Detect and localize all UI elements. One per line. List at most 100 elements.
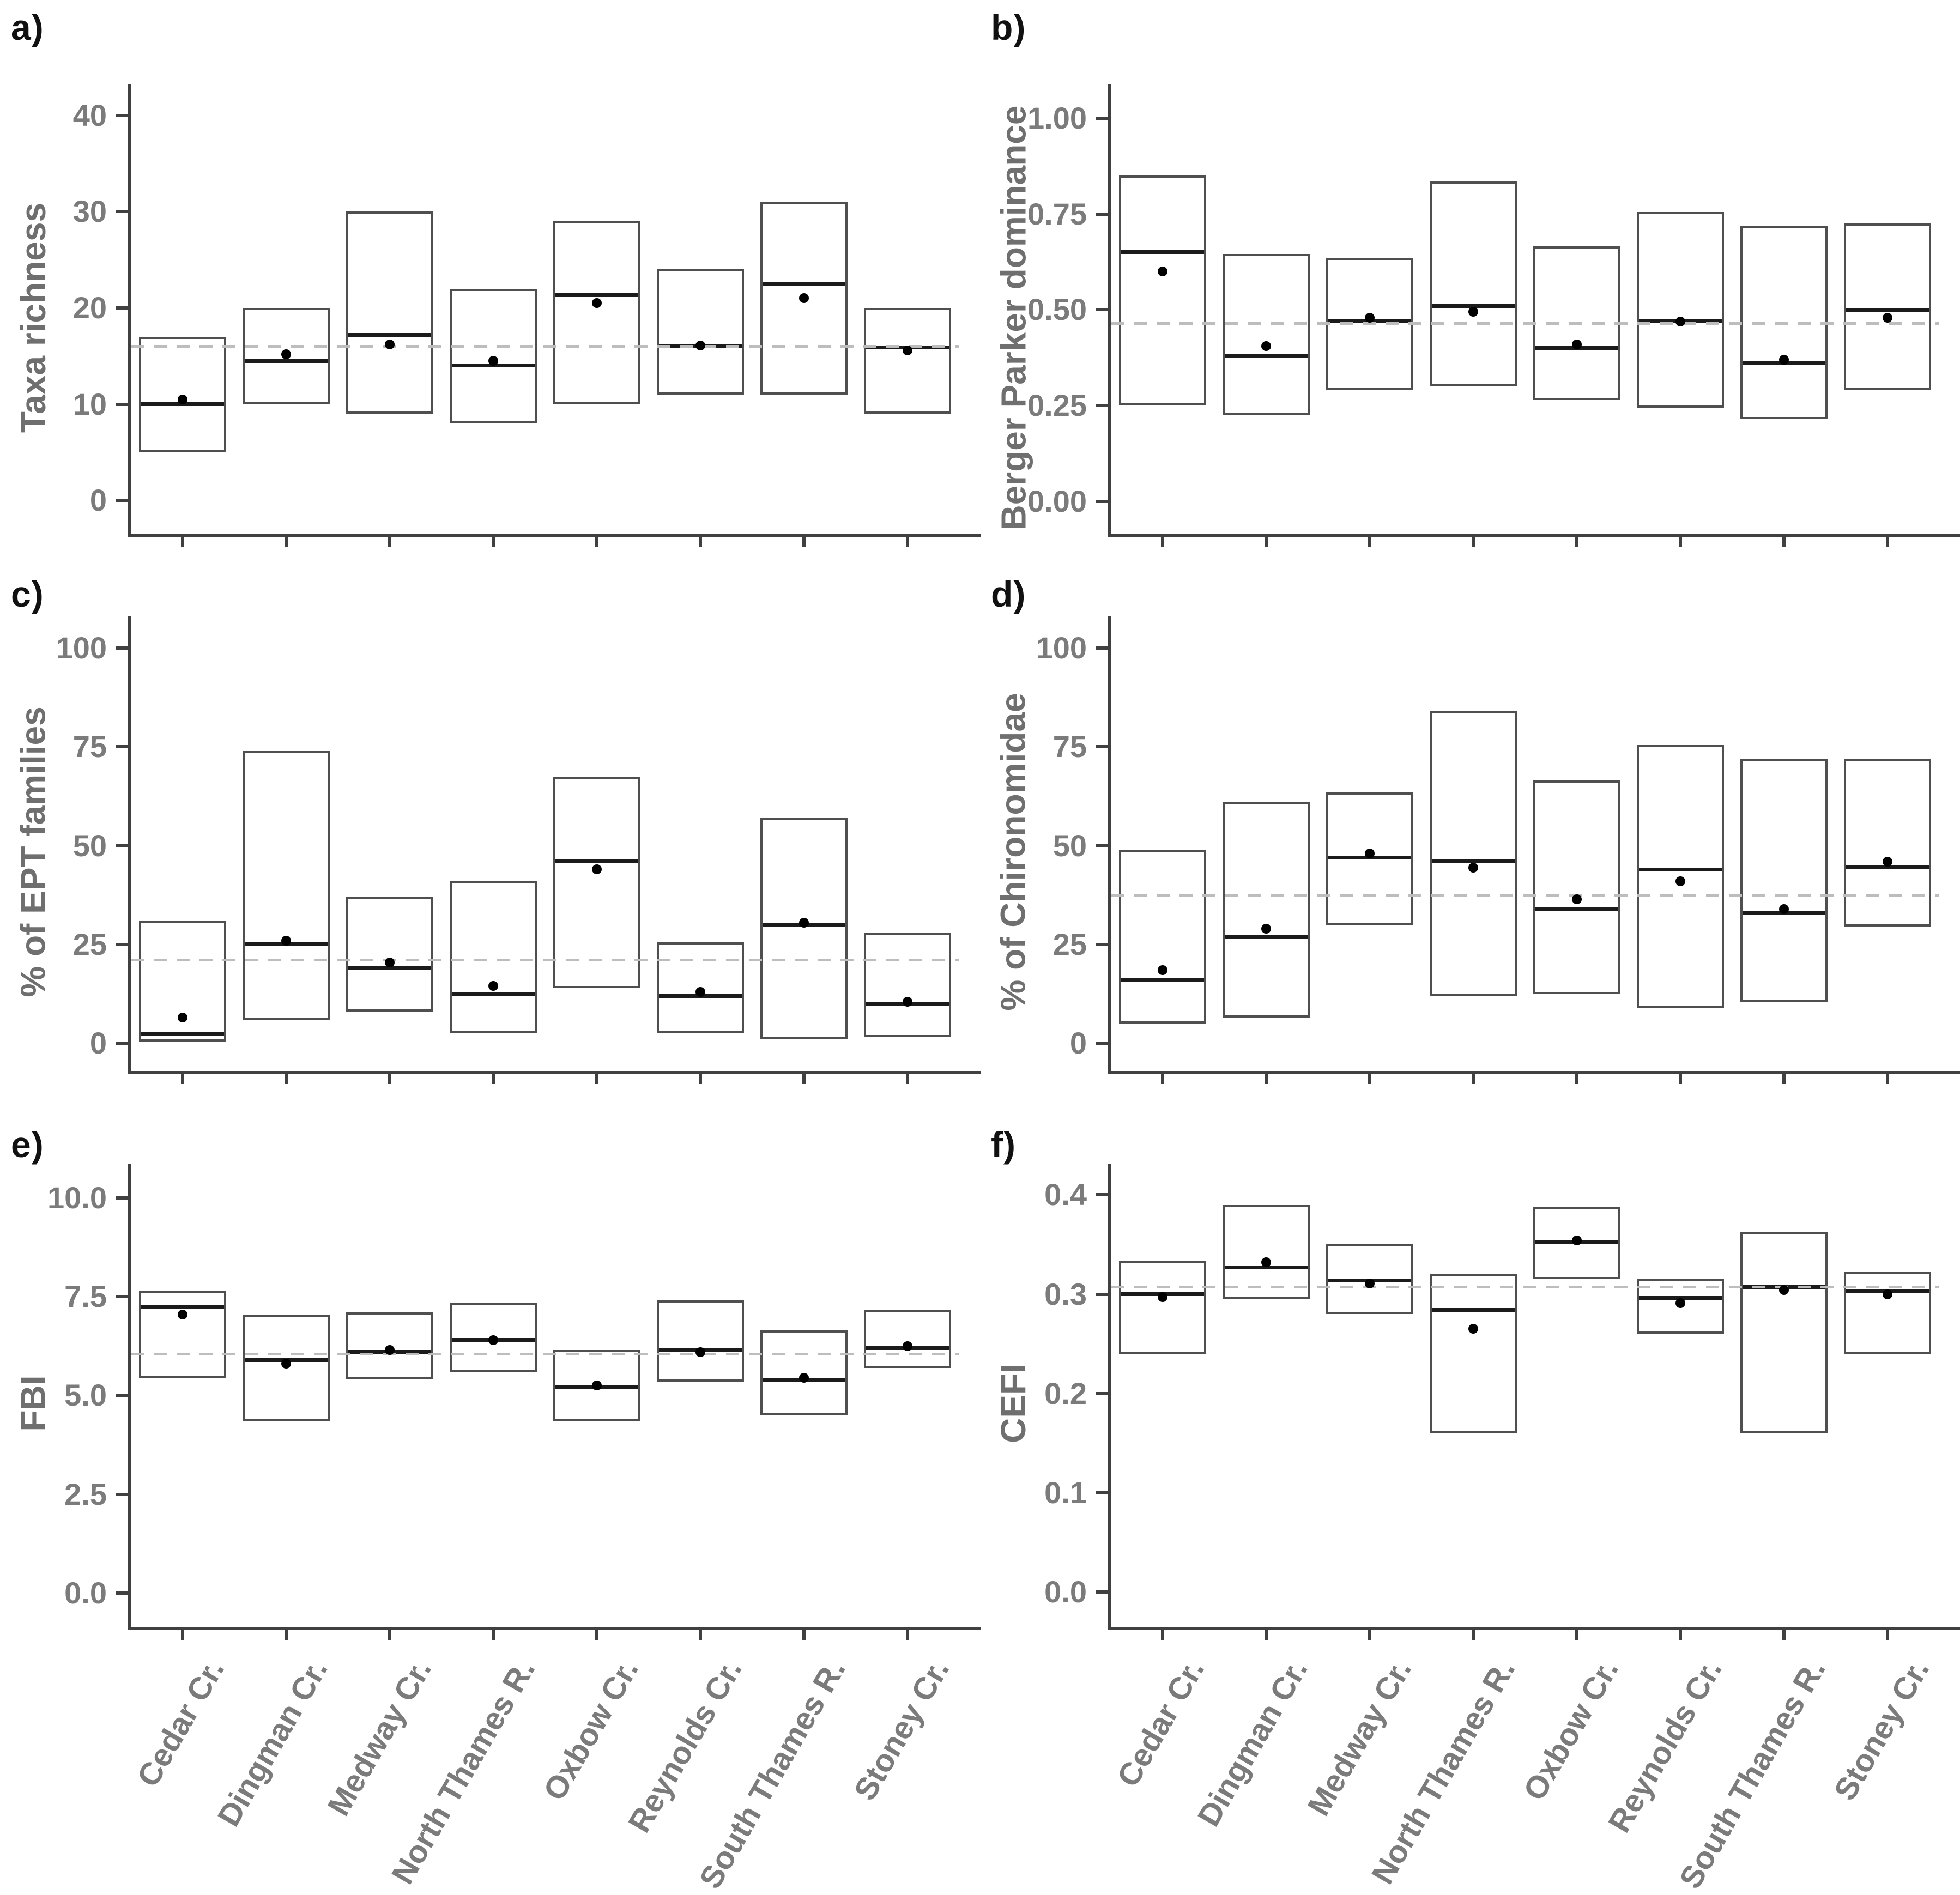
y-tick-mark: [116, 942, 128, 946]
x-tick-mark: [1679, 1630, 1682, 1640]
panel-a-taxa-richness: a) Taxa richness 0 10 20 30 40: [0, 0, 981, 567]
y-tick-label: 0.3: [1044, 1276, 1087, 1311]
y-tick-mark: [116, 402, 128, 406]
mean-point: [695, 986, 705, 997]
x-tick-mark: [492, 1074, 495, 1084]
x-tick-mark: [1575, 1630, 1578, 1640]
median-line: [1535, 907, 1618, 911]
y-tick-mark: [1096, 646, 1108, 650]
crossbar-box-stoney-cr-: [1844, 1272, 1931, 1354]
median-line: [555, 293, 638, 298]
y-axis-line: [1108, 616, 1111, 1071]
x-tick-mark: [1575, 537, 1578, 547]
y-tick-label: 75: [1052, 729, 1087, 764]
x-tick-mark: [285, 1630, 288, 1640]
y-tick-mark: [116, 646, 128, 650]
x-tick-mark: [699, 1074, 702, 1084]
x-axis-line: [128, 1627, 981, 1630]
y-tick-label: 2.5: [64, 1476, 107, 1511]
y-tick-label: 30: [72, 194, 107, 229]
mean-point: [1468, 1324, 1478, 1334]
mean-point: [1883, 1289, 1892, 1299]
panel-e-fbi: e) FBI 0.0 2.5 5.0 7.5 10.0 Cedar Cr. Dingman …: [0, 1117, 981, 1894]
x-tick-mark: [1161, 1630, 1164, 1640]
mean-point: [1572, 339, 1582, 349]
crossbar-box-south-thames-r-: [760, 1330, 848, 1415]
mean-point: [903, 345, 912, 355]
y-tick-label: 7.5: [64, 1279, 107, 1314]
y-tick-label: 40: [72, 98, 107, 132]
median-line: [348, 332, 431, 337]
dashed-reference-line: [1111, 893, 1939, 897]
x-tick-mark: [1679, 537, 1682, 547]
mean-point: [1261, 341, 1271, 352]
mean-point: [1779, 1285, 1789, 1295]
y-tick-mark: [116, 210, 128, 214]
x-axis-label-stoney-cr-: Stoney Cr.: [847, 1653, 957, 1807]
crossbar-box-oxbow-cr-: [553, 776, 640, 988]
mean-point: [1365, 312, 1375, 323]
y-tick-mark: [1096, 1391, 1108, 1395]
mean-point: [178, 1013, 187, 1023]
mean-point: [178, 394, 187, 404]
mean-point: [1365, 849, 1375, 859]
x-tick-mark: [492, 1630, 495, 1640]
x-axis-line: [128, 1071, 981, 1074]
x-tick-mark: [802, 1630, 806, 1640]
mean-point: [799, 293, 809, 304]
mean-point: [1468, 862, 1478, 873]
x-axis-line: [1108, 1071, 1960, 1074]
y-tick-label: 10.0: [47, 1180, 107, 1215]
x-axis-label-medway-cr-: Medway Cr.: [320, 1653, 439, 1822]
dashed-reference-line: [131, 345, 959, 348]
y-tick-label: 25: [72, 927, 107, 961]
median-line: [1639, 867, 1722, 871]
mean-point: [592, 864, 602, 875]
mean-point: [281, 935, 291, 946]
y-axis-line: [128, 1164, 131, 1627]
x-axis-line: [1108, 1627, 1960, 1630]
panel-label-d: d): [991, 574, 1026, 614]
crossbar-box-medway-cr-: [346, 211, 433, 414]
mean-point: [1675, 316, 1685, 326]
y-tick-label: 75: [72, 729, 107, 764]
x-tick-mark: [595, 1630, 598, 1640]
median-line: [1121, 978, 1204, 982]
y-tick-label: 0: [89, 1026, 107, 1061]
panel-label-c: c): [11, 574, 44, 614]
x-axis-label-dingman-cr-: Dingman Cr.: [211, 1653, 335, 1832]
median-line: [141, 1031, 224, 1036]
mean-point: [1158, 965, 1167, 976]
x-tick-mark: [1265, 1630, 1268, 1640]
x-tick-mark: [492, 537, 495, 547]
median-line: [1225, 354, 1308, 358]
crossbar-box-reynolds-cr-: [1637, 744, 1724, 1008]
median-line: [245, 359, 328, 363]
y-tick-label: 0.1: [1044, 1475, 1087, 1510]
mean-point: [385, 957, 395, 967]
crossbar-box-oxbow-cr-: [1533, 780, 1620, 994]
y-tick-label: 100: [1036, 631, 1087, 665]
y-tick-mark: [1096, 1491, 1108, 1494]
x-tick-mark: [1886, 1074, 1889, 1084]
crossbar-box-stoney-cr-: [864, 307, 951, 414]
y-tick-label: 0.0: [64, 1576, 107, 1611]
x-tick-mark: [388, 1074, 391, 1084]
crossbar-box-medway-cr-: [346, 897, 433, 1012]
x-tick-mark: [285, 537, 288, 547]
plot-area-chironomidae: 0 25 50 75 100: [980, 567, 1960, 1117]
crossbar-box-cedar-cr-: [1119, 1260, 1206, 1354]
crossbar-box-stoney-cr-: [864, 933, 951, 1038]
crossbar-box-reynolds-cr-: [1637, 212, 1724, 408]
y-axis-line: [1108, 84, 1111, 534]
median-line: [1846, 865, 1929, 869]
y-tick-mark: [1096, 942, 1108, 946]
x-axis-label-cedar-cr-: Cedar Cr.: [130, 1653, 232, 1793]
y-tick-label: 0.50: [1027, 292, 1087, 327]
panel-label-b: b): [991, 7, 1026, 47]
panel-label-e: e): [11, 1124, 44, 1165]
mean-point: [592, 298, 602, 308]
y-tick-label: 0.75: [1027, 196, 1087, 231]
mean-point: [1779, 354, 1789, 365]
y-tick-mark: [116, 1196, 128, 1200]
